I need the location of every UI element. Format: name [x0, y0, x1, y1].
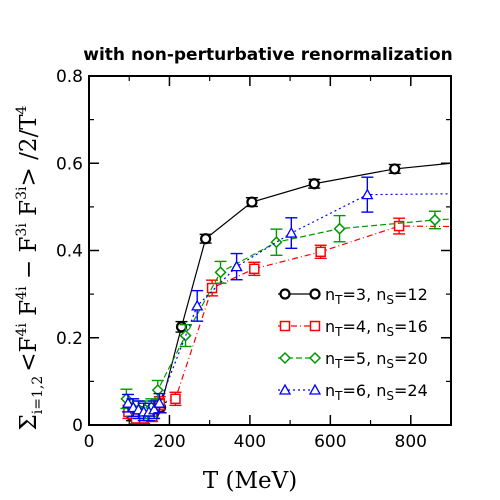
legend-label-3: nT=5, nS=20 [325, 349, 428, 371]
data-point [428, 213, 441, 227]
x-axis-label: T (MeV) [203, 468, 297, 494]
data-point [200, 233, 212, 245]
legend-marker [309, 288, 321, 300]
data-point [361, 188, 374, 200]
x-tick-label: 600 [314, 432, 346, 452]
data-point [285, 226, 298, 238]
axes: 0 200 400 600 800 0 0.2 0.4 0.6 0.8 [56, 67, 452, 452]
legend-entry-3: nT=5, nS=20 [278, 349, 428, 371]
data-point [151, 384, 164, 397]
data-point [270, 236, 283, 249]
plot-area [120, 162, 451, 425]
x-tick-label: 800 [395, 432, 427, 452]
data-point [246, 196, 258, 208]
legend-label-4: nT=6, nS=24 [325, 381, 428, 403]
legend-marker [279, 320, 291, 332]
data-point [315, 246, 326, 258]
chart-title: with non-perturbative renormalization [83, 45, 452, 65]
legend-marker [308, 383, 322, 395]
legend-label-1: nT=3, nS=12 [325, 285, 428, 307]
x-tick-label: 200 [153, 432, 185, 452]
legend-entry-2: nT=4, nS=16 [278, 317, 428, 339]
legend-entry-4: nT=6, nS=24 [278, 381, 428, 403]
data-point [389, 163, 401, 175]
data-point [230, 260, 243, 272]
legend-marker [278, 383, 292, 395]
data-point [393, 220, 405, 232]
data-point [333, 222, 346, 235]
y-axis-label: Σi=1,2<F4i F4i − F3i F3i> /2/T4 [14, 105, 46, 430]
data-point [170, 393, 181, 405]
data-point [179, 329, 192, 342]
data-point [121, 396, 135, 408]
legend-marker [278, 351, 292, 365]
legend-label-2: nT=4, nS=16 [325, 317, 428, 339]
y-tick-label: 0.2 [56, 329, 83, 349]
x-tick-label: 0 [84, 432, 95, 452]
legend: nT=3, nS=12 nT=4, nS=16 nT=5, nS=20 nT=6… [278, 285, 428, 403]
y-tick-label: 0 [72, 416, 83, 436]
legend-marker [309, 320, 321, 332]
plot-frame [88, 75, 452, 426]
data-point [308, 178, 320, 190]
y-tick-label: 0.4 [56, 242, 83, 262]
data-point [214, 266, 227, 279]
legend-marker [279, 288, 291, 300]
series-line-3 [125, 218, 451, 411]
y-tick-label: 0.6 [56, 154, 83, 174]
series-4 [121, 176, 451, 422]
legend-entry-1: nT=3, nS=12 [278, 285, 428, 307]
y-tick-label: 0.8 [56, 67, 83, 87]
data-point [191, 299, 204, 311]
data-point [148, 403, 161, 415]
data-point [175, 321, 188, 333]
data-point [153, 396, 166, 408]
data-point [249, 263, 260, 275]
x-tick-label: 400 [234, 432, 266, 452]
legend-marker [308, 351, 322, 365]
